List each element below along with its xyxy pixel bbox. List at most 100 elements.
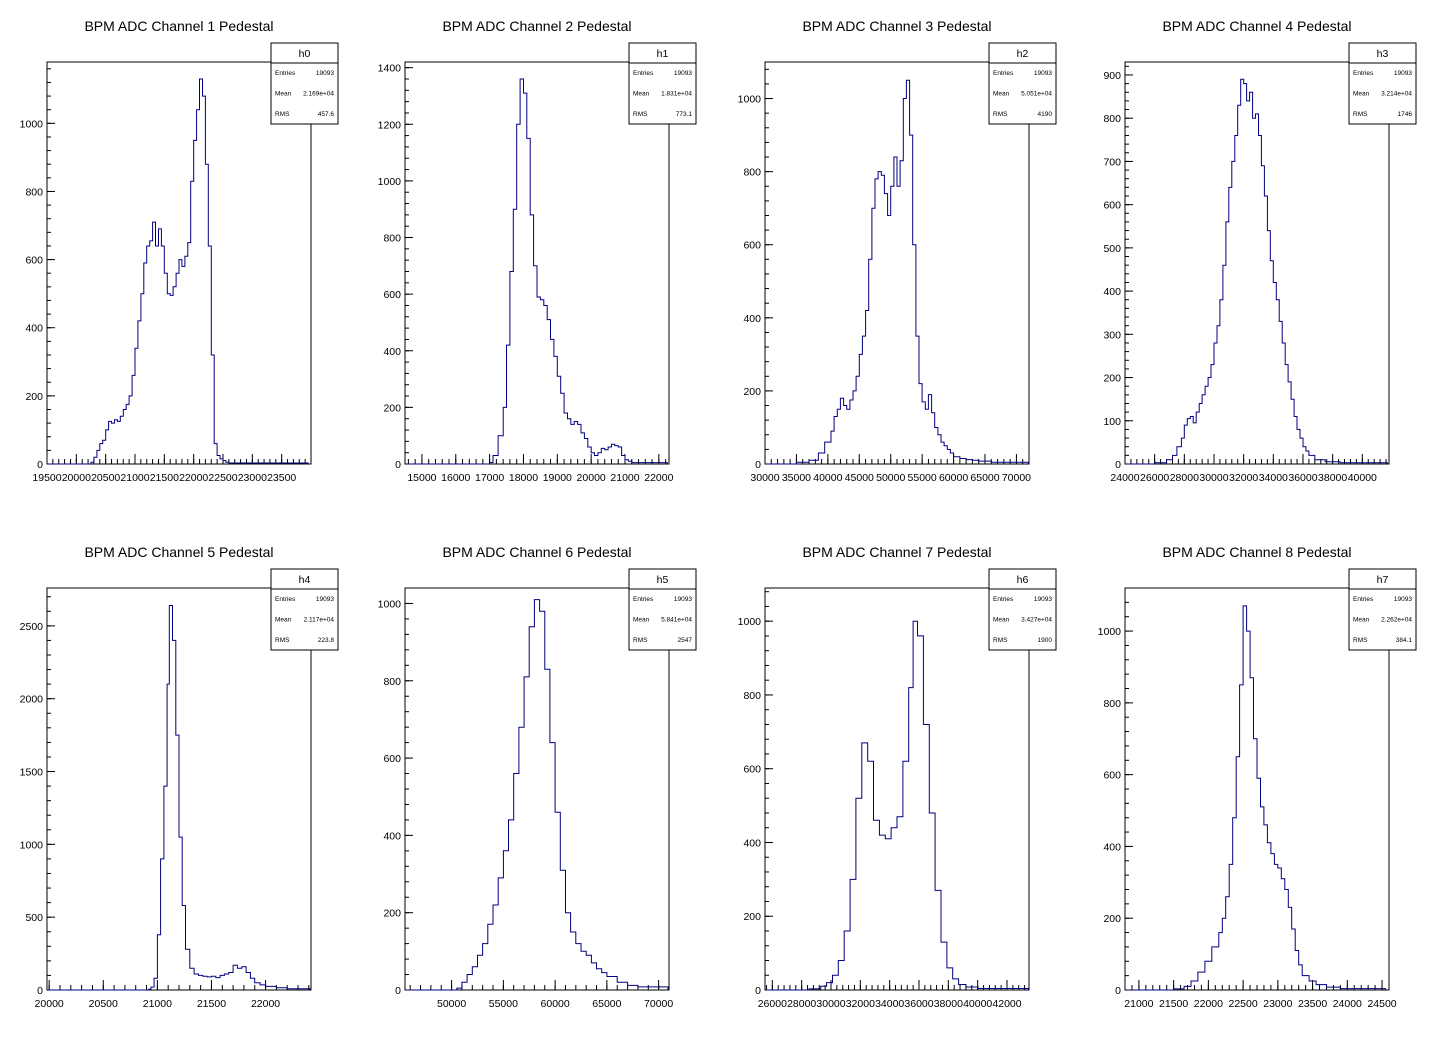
y-tick-label: 400 — [383, 346, 401, 358]
stats-mean-label: Mean — [633, 91, 650, 98]
y-tick-label: 400 — [743, 837, 761, 849]
y-tick-label: 600 — [1103, 200, 1121, 212]
y-tick-label: 800 — [383, 233, 401, 245]
y-tick-label: 800 — [383, 676, 401, 688]
histogram-panel-8: BPM ADC Channel 8 Pedestal 21000 21500 2200… — [1098, 544, 1417, 1010]
stats-rms-label: RMS — [993, 111, 1008, 118]
x-tick-label: 65000 — [592, 998, 621, 1010]
histogram-panel-4: BPM ADC Channel 4 Pedestal 24000 26000 2800… — [1103, 18, 1417, 484]
histogram-line — [48, 605, 311, 991]
histogram-line — [49, 78, 309, 465]
plot-frame — [764, 587, 1030, 991]
stats-rms-value: 223.8 — [318, 637, 335, 644]
x-tick-label: 50000 — [437, 998, 466, 1010]
y-tick-label: 1000 — [738, 94, 762, 106]
x-tick-label: 50000 — [876, 472, 905, 484]
x-tick-label: 40000 — [963, 998, 992, 1010]
histogram-line — [406, 599, 669, 991]
y-tick-label: 0 — [1115, 985, 1121, 997]
x-tick-label: 36000 — [1288, 472, 1317, 484]
y-tick-label: 200 — [25, 391, 43, 403]
y-tick-label: 200 — [1103, 373, 1121, 385]
stats-entries-value: 19093 — [674, 70, 692, 77]
x-tick-label: 26000 — [758, 998, 787, 1010]
x-tick-label: 22500 — [208, 472, 237, 484]
x-tick-label: 55000 — [489, 998, 518, 1010]
histogram-panel-2: BPM ADC Channel 2 Pedestal 15000 16000 1700… — [378, 18, 697, 484]
stats-entries-label: Entries — [1353, 70, 1374, 77]
y-tick-label: 1000 — [1098, 626, 1122, 638]
stats-mean-label: Mean — [633, 617, 650, 624]
x-tick-label: 15000 — [407, 472, 436, 484]
plot-frame — [1124, 61, 1390, 465]
stats-mean-value: 3.214e+04 — [1381, 91, 1412, 98]
y-tick-label: 2000 — [20, 694, 44, 706]
chart-title: BPM ADC Channel 7 Pedestal — [802, 544, 991, 560]
x-tick-label: 18000 — [509, 472, 538, 484]
stats-rms-label: RMS — [275, 637, 290, 644]
x-tick-label: 19000 — [543, 472, 572, 484]
x-tick-label: 40000 — [813, 472, 842, 484]
y-tick-label: 800 — [1103, 698, 1121, 710]
stats-mean-value: 2.262e+04 — [1381, 617, 1412, 624]
y-tick-label: 600 — [383, 289, 401, 301]
y-tick-label: 600 — [743, 240, 761, 252]
stats-rms-value: 773.1 — [676, 111, 693, 118]
x-tick-label: 23500 — [1298, 998, 1327, 1010]
stats-entries-label: Entries — [275, 70, 296, 77]
stats-box-frame — [628, 42, 697, 125]
x-tick-label: 22000 — [179, 472, 208, 484]
stats-box: h4 Entries 19093 Mean 2.117e+04 RMS 223.8 — [270, 568, 339, 651]
y-tick-label: 400 — [1103, 286, 1121, 298]
y-tick-label: 0 — [37, 459, 43, 471]
chart-title: BPM ADC Channel 3 Pedestal — [802, 18, 991, 34]
stats-entries-value: 19093 — [1394, 70, 1412, 77]
stats-rms-label: RMS — [633, 111, 648, 118]
y-tick-label: 1200 — [378, 119, 402, 131]
x-tick-label: 20500 — [89, 998, 118, 1010]
stats-rms-label: RMS — [993, 637, 1008, 644]
stats-rms-value: 1900 — [1038, 637, 1053, 644]
stats-mean-value: 5.841e+04 — [661, 617, 692, 624]
histogram-line — [406, 78, 668, 465]
x-tick-label: 22500 — [1229, 998, 1258, 1010]
stats-entries-value: 19093 — [1034, 70, 1052, 77]
y-tick-label: 800 — [25, 186, 43, 198]
stats-box-frame — [270, 568, 339, 651]
stats-rms-label: RMS — [1353, 111, 1368, 118]
stats-mean-label: Mean — [1353, 91, 1370, 98]
x-tick-label: 28000 — [1170, 472, 1199, 484]
x-tick-label: 22000 — [1194, 998, 1223, 1010]
stats-mean-value: 5.051e+04 — [1021, 91, 1052, 98]
stats-rms-value: 2547 — [678, 637, 693, 644]
histogram-line — [765, 620, 1029, 991]
y-tick-label: 0 — [1115, 459, 1121, 471]
stats-box-frame — [988, 42, 1057, 125]
stats-entries-label: Entries — [993, 596, 1014, 603]
x-tick-label: 16000 — [441, 472, 470, 484]
x-tick-label: 19500 — [32, 472, 61, 484]
x-tick-label: 21000 — [143, 998, 172, 1010]
x-tick-label: 45000 — [845, 472, 874, 484]
stats-entries-value: 19093 — [674, 596, 692, 603]
y-tick-label: 2500 — [20, 621, 44, 633]
x-tick-label: 40000 — [1348, 472, 1377, 484]
x-tick-label: 65000 — [970, 472, 999, 484]
x-tick-label: 23000 — [238, 472, 267, 484]
x-tick-label: 22000 — [644, 472, 673, 484]
x-tick-label: 55000 — [908, 472, 937, 484]
stats-entries-label: Entries — [633, 596, 654, 603]
y-tick-label: 200 — [1103, 913, 1121, 925]
x-tick-label: 21000 — [610, 472, 639, 484]
stats-rms-label: RMS — [275, 111, 290, 118]
stats-mean-value: 2.117e+04 — [304, 617, 335, 624]
stats-box: h2 Entries 19093 Mean 5.051e+04 RMS 4190 — [988, 42, 1057, 125]
y-tick-label: 800 — [1103, 113, 1121, 125]
stats-box: h6 Entries 19093 Mean 3.427e+04 RMS 1900 — [988, 568, 1057, 651]
stats-rms-value: 1746 — [1398, 111, 1413, 118]
y-tick-label: 900 — [1103, 70, 1121, 82]
y-tick-label: 1000 — [738, 616, 762, 628]
